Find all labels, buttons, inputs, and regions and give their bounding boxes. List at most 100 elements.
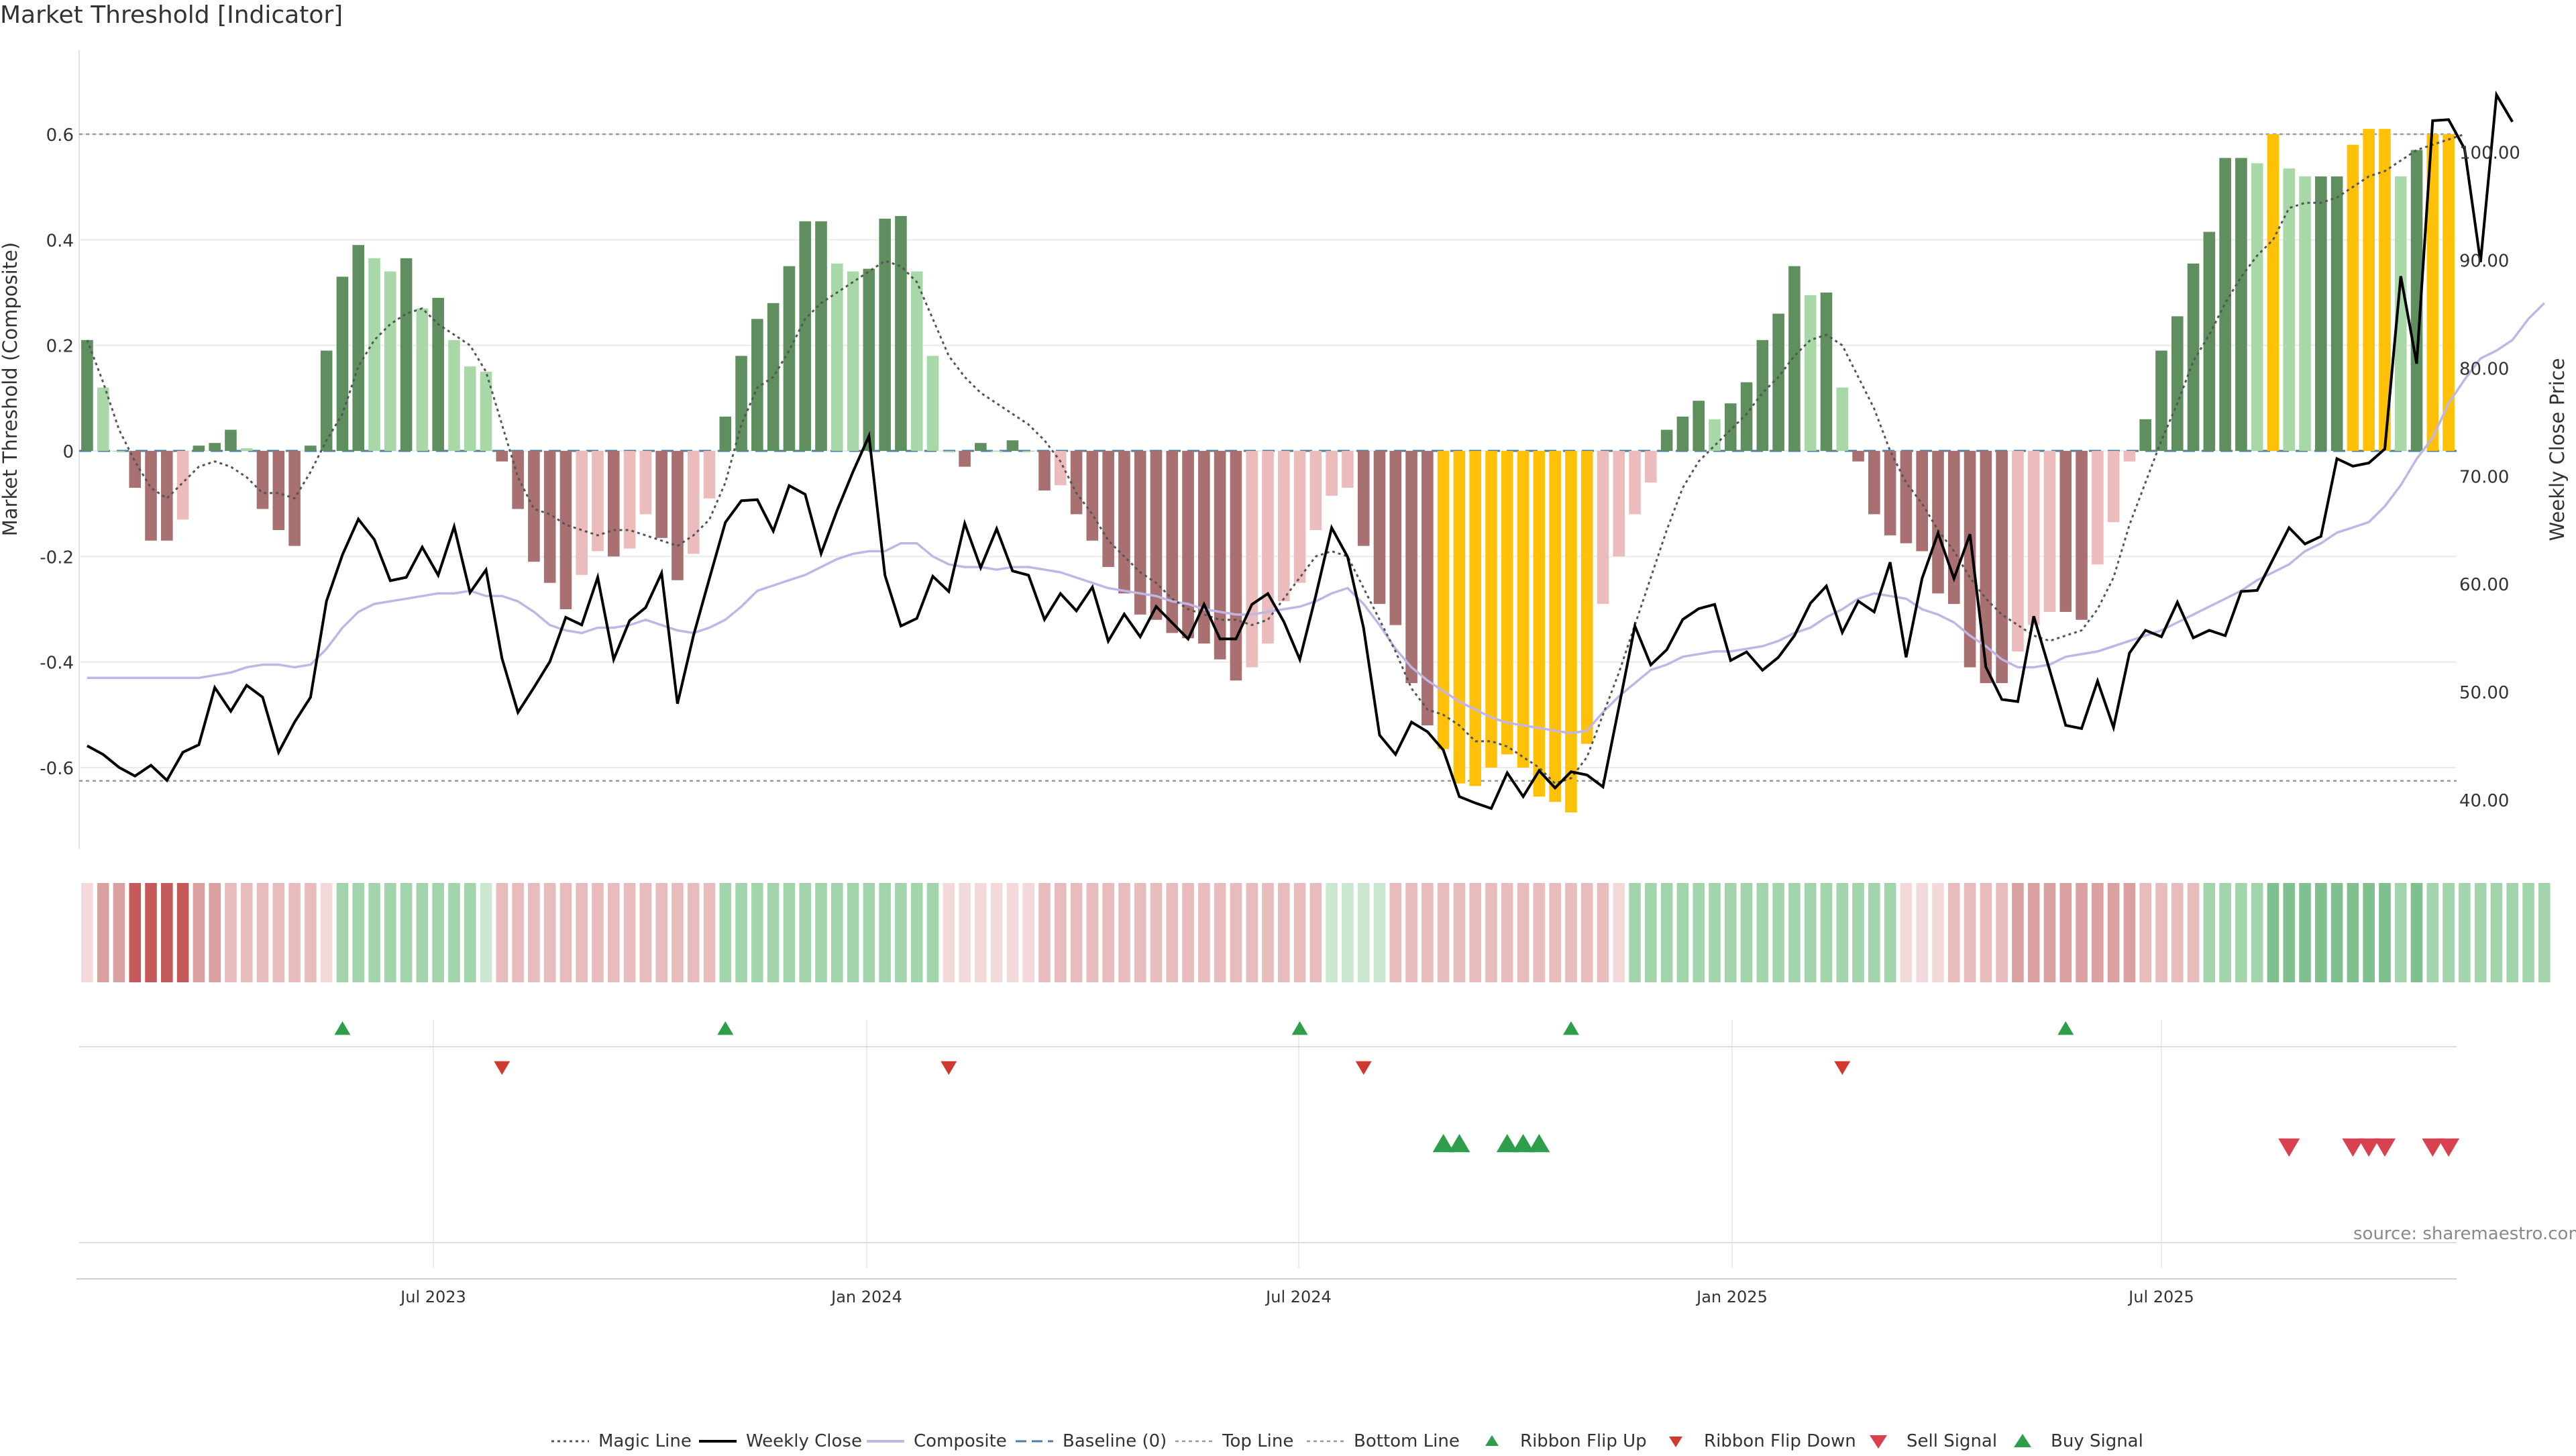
legend-weekly-close: Weekly Close: [698, 1426, 862, 1456]
composite-bar: [1246, 451, 1258, 668]
ribbon-cell: [2155, 883, 2167, 982]
ribbon-cell: [400, 883, 413, 982]
ribbon-flip-up-marker: [334, 1021, 351, 1035]
composite-bar: [2299, 176, 2311, 451]
composite-bar: [1485, 451, 1497, 768]
composite-bar: [543, 451, 556, 583]
ribbon-cell: [1262, 883, 1274, 982]
ribbon-cell: [1693, 883, 1705, 982]
ribbon-cell: [2012, 883, 2024, 982]
ribbon-cell: [1804, 883, 1817, 982]
ribbon-cell: [2123, 883, 2136, 982]
legend-swatch: [2002, 1431, 2043, 1451]
composite-bar: [592, 451, 604, 552]
composite-bar: [209, 443, 221, 451]
composite-bar: [2315, 176, 2327, 451]
ribbon-cell: [1709, 883, 1721, 982]
buy-signal-marker: [1496, 1134, 1518, 1153]
ribbon-cell: [576, 883, 588, 982]
ribbon-cell: [2490, 883, 2503, 982]
composite-bar: [1038, 451, 1051, 491]
composite-bar: [1006, 440, 1019, 451]
legend-label: Weekly Close: [746, 1431, 862, 1451]
ribbon-cell: [256, 883, 269, 982]
legend-label: Magic Line: [598, 1431, 692, 1451]
ribbon-cell: [2107, 883, 2120, 982]
composite-bar: [1613, 451, 1625, 557]
composite-bar: [1453, 451, 1466, 784]
ribbon-cell: [1389, 883, 1402, 982]
ribbon-cell: [1916, 883, 1928, 982]
composite-bar: [129, 451, 142, 488]
y-left-tick-label: 0.2: [46, 337, 74, 357]
signal-rows: [334, 1021, 2460, 1157]
sell-signal-marker: [2278, 1138, 2300, 1157]
legend-swatch: [1305, 1431, 1346, 1451]
ribbon-flip-down-marker: [1834, 1061, 1851, 1075]
ribbon-cell: [320, 883, 333, 982]
composite-bar: [1947, 451, 1960, 605]
legend-label: Ribbon Flip Up: [1520, 1431, 1647, 1451]
ribbon-cell: [1006, 883, 1019, 982]
ribbon-cell: [416, 883, 429, 982]
ribbon-cell: [240, 883, 253, 982]
composite-bar: [895, 215, 907, 451]
y-right-tick-label: 40.00: [2459, 791, 2509, 811]
ribbon-cell: [1788, 883, 1801, 982]
legend-top-line: Top Line: [1174, 1426, 1293, 1456]
ribbon-cell: [1660, 883, 1673, 982]
legend-swatch: [1174, 1431, 1214, 1451]
ribbon-cell: [1852, 883, 1864, 982]
ribbon-cell: [1485, 883, 1497, 982]
composite-line: [87, 302, 2546, 735]
composite-bar: [176, 451, 189, 520]
ribbon-cell: [1118, 883, 1130, 982]
composite-bar: [1517, 451, 1529, 768]
ribbon-cell: [1580, 883, 1593, 982]
composite-bar: [1342, 451, 1354, 488]
composite-bar: [639, 451, 652, 515]
ribbon-cell: [480, 883, 492, 982]
ribbon-cell: [512, 883, 524, 982]
y-right-tick-label: 80.00: [2459, 359, 2509, 379]
ribbon-cell: [2394, 883, 2407, 982]
composite-bar: [400, 258, 413, 451]
composite-bar: [1884, 451, 1896, 535]
ribbon-cell: [1756, 883, 1769, 982]
ribbon-cell: [799, 883, 812, 982]
y-right-tick-label: 50.00: [2459, 683, 2509, 703]
composite-bar: [1198, 451, 1210, 644]
ribbon-cell: [2363, 883, 2375, 982]
x-tick-label: Jul 2023: [399, 1288, 466, 1306]
legend-swatch: [1472, 1431, 1512, 1451]
ribbon-cell: [1342, 883, 1354, 982]
ribbon-cell: [1453, 883, 1466, 982]
ribbon-cell: [272, 883, 285, 982]
ribbon-cell: [1357, 883, 1370, 982]
ribbon-cell: [496, 883, 508, 982]
ribbon-cell: [1246, 883, 1258, 982]
composite-bar: [1660, 429, 1673, 451]
composite-bars: [81, 129, 2455, 813]
composite-bar: [830, 263, 843, 451]
ribbon-cell: [1198, 883, 1210, 982]
ribbon-cell: [767, 883, 780, 982]
composite-bar: [464, 366, 476, 451]
buy-signal-marker: [1432, 1134, 1454, 1153]
composite-bar: [1533, 451, 1546, 797]
composite-bar: [1565, 451, 1577, 813]
ribbon-cell: [751, 883, 763, 982]
ribbon-cell: [2443, 883, 2455, 982]
source-note: source: sharemaestro.com: [2353, 1224, 2576, 1244]
composite-bar: [1868, 451, 1880, 515]
axes: 0.6 0.4 0.2 0 -0.2 -0.4 -0.6 100.00 90.00 80.00 70…: [40, 125, 2520, 1306]
ribbon-cell: [1134, 883, 1146, 982]
y-left-tick-label: 0.6: [46, 125, 74, 146]
ribbon-strip: [81, 883, 2551, 982]
ribbon-cell: [2410, 883, 2423, 982]
ribbon-cell: [975, 883, 987, 982]
composite-bar: [687, 451, 700, 554]
composite-bar: [1501, 451, 1513, 755]
composite-bar: [1469, 451, 1482, 786]
composite-bar: [1405, 451, 1417, 684]
